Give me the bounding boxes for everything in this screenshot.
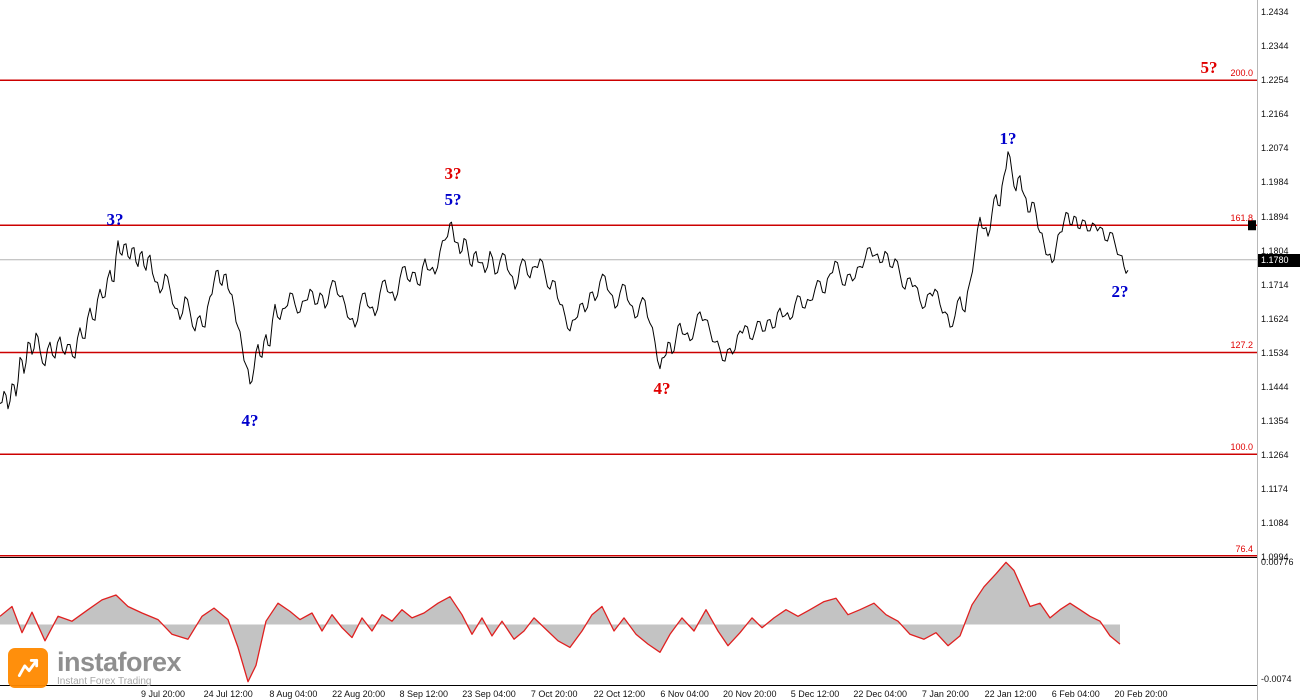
price-tick-label: 1.1984: [1261, 177, 1289, 188]
price-tick-label: 1.1534: [1261, 347, 1289, 358]
price-tick-label: 1.1354: [1261, 415, 1289, 426]
fib-label-76.4: 76.4: [1235, 543, 1253, 554]
price-pane[interactable]: 200.0 161.8 127.2 100.0 76.4 3? 3? 5? 4? 4? 1? 2? 5?: [0, 0, 1257, 558]
time-tick-label: 9 Jul 20:00: [140, 689, 186, 699]
time-tick-label: 23 Sep 04:00: [462, 689, 516, 699]
time-tick-label: 8 Sep 12:00: [399, 689, 449, 699]
time-tick-label: 22 Dec 04:00: [853, 689, 907, 699]
wave-label-5[interactable]: 5?: [444, 190, 462, 209]
fib-label-127.2: 127.2: [1230, 340, 1253, 351]
scale-marker: [1248, 220, 1256, 231]
price-tick-label: 1.1264: [1261, 450, 1289, 461]
indicator-max-label: 0.00776: [1261, 557, 1294, 567]
wave-label-3[interactable]: 3?: [106, 210, 124, 229]
fib-label-161.8: 161.8: [1230, 213, 1253, 224]
time-tick-label: 24 Jul 12:00: [203, 689, 253, 699]
wave-label-5[interactable]: 5?: [1200, 58, 1218, 77]
price-tick-label: 1.2254: [1261, 75, 1289, 86]
price-tick-label: 1.1084: [1261, 518, 1289, 529]
price-tick-label: 1.2074: [1261, 143, 1289, 154]
indicator-svg: [0, 561, 1121, 683]
time-tick-label: 22 Jan 12:00: [984, 689, 1037, 699]
brand-name: instaforex: [57, 647, 182, 677]
wave-label-1[interactable]: 1?: [999, 129, 1017, 148]
time-tick-label: 22 Oct 12:00: [593, 689, 646, 699]
price-tick-label: 1.2434: [1261, 7, 1289, 18]
time-tick-label: 5 Dec 12:00: [790, 689, 840, 699]
wave-label-3[interactable]: 3?: [444, 164, 462, 183]
fib-label-200.0: 200.0: [1230, 68, 1253, 79]
wave-label-4[interactable]: 4?: [241, 411, 259, 430]
price-tick-label: 1.1714: [1261, 279, 1289, 290]
price-axis[interactable]: 1.1780 0.00776 -0.0074 1.2434 1.2344 1.225…: [1257, 0, 1300, 700]
price-tick-label: 1.1894: [1261, 211, 1289, 222]
price-tick-label: 1.2344: [1261, 41, 1289, 52]
instaforex-logo: instaforex Instant Forex Trading: [8, 647, 182, 688]
time-tick-label: 6 Nov 04:00: [660, 689, 709, 699]
indicator-min-label: -0.0074: [1261, 674, 1292, 684]
instaforex-logo-icon: [8, 648, 48, 688]
time-tick-label: 7 Jan 20:00: [921, 689, 969, 699]
current-price-badge: 1.1780: [1258, 253, 1300, 267]
indicator-area: [0, 562, 1120, 682]
price-tick-label: 1.1804: [1261, 245, 1289, 256]
price-tick-label: 1.1444: [1261, 381, 1289, 392]
time-tick-label: 22 Aug 20:00: [332, 689, 386, 699]
time-axis[interactable]: 9 Jul 20:00 24 Jul 12:00 8 Aug 04:00 22 Aug…: [0, 687, 1257, 700]
price-tick-label: 1.0994: [1261, 552, 1289, 563]
wave-label-2[interactable]: 2?: [1111, 282, 1129, 301]
price-line: [0, 151, 1129, 410]
time-tick-label: 20 Nov 20:00: [723, 689, 777, 699]
price-chart-svg: [0, 79, 1257, 557]
time-tick-label: 7 Oct 20:00: [530, 689, 578, 699]
brand-tagline: Instant Forex Trading: [57, 676, 152, 687]
indicator-pane[interactable]: [0, 559, 1257, 686]
price-tick-label: 1.1174: [1261, 484, 1288, 495]
price-tick-label: 1.1624: [1261, 313, 1289, 324]
fib-label-100.0: 100.0: [1230, 442, 1253, 453]
time-tick-label: 8 Aug 04:00: [269, 689, 318, 699]
time-tick-label: 20 Feb 20:00: [1114, 689, 1168, 699]
time-tick-label: 6 Feb 04:00: [1051, 689, 1100, 699]
indicator-line: [0, 561, 1121, 683]
price-tick-label: 1.2164: [1261, 109, 1289, 120]
wave-label-4[interactable]: 4?: [653, 379, 671, 398]
